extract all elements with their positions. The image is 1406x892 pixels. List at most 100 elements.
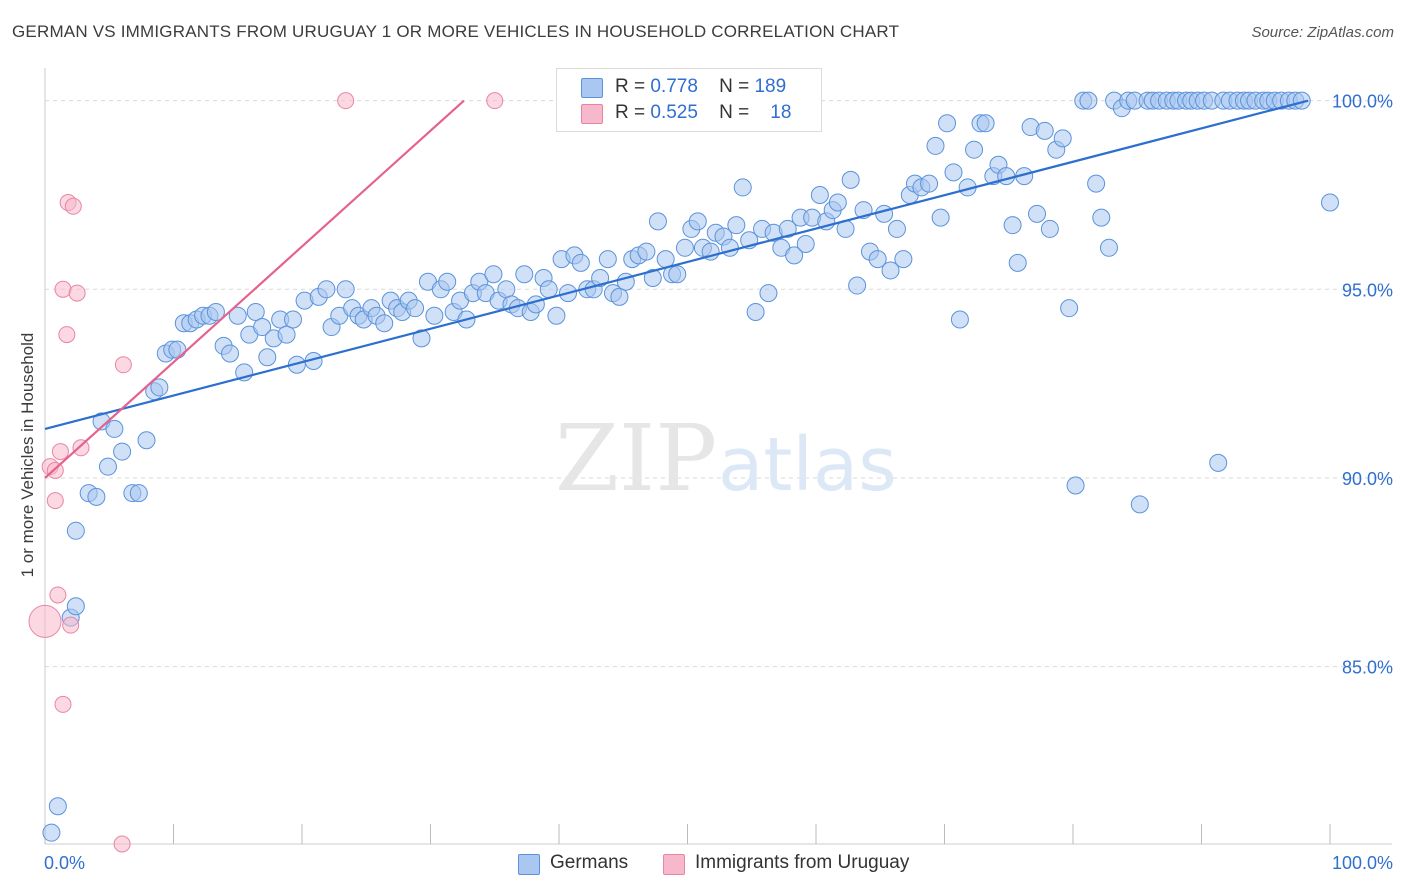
- germans-point: [926, 136, 945, 155]
- legend-n-value-germans: 189: [754, 76, 787, 97]
- germans-trendline: [44, 99, 1309, 430]
- germans-point: [375, 314, 394, 333]
- germans-point: [336, 280, 355, 299]
- germans-point: [828, 193, 847, 212]
- germans-point: [931, 208, 950, 227]
- grid-lines: [45, 100, 1392, 668]
- germans-point: [547, 306, 566, 325]
- germans-point: [317, 280, 336, 299]
- germans-point: [425, 306, 444, 325]
- uruguay-point: [54, 280, 72, 298]
- germans-point: [759, 284, 778, 303]
- germans-point: [881, 261, 900, 280]
- germans-point: [412, 329, 431, 348]
- watermark: ZIP atlas: [555, 405, 897, 512]
- germans-point: [113, 442, 132, 461]
- germans-point: [66, 521, 85, 540]
- uruguay-point: [49, 586, 67, 604]
- uruguay-point: [58, 326, 76, 344]
- germans-point: [920, 174, 939, 193]
- germans-point: [648, 212, 667, 231]
- legend: R = 0.778 N = 189 R = 0.525 N = 18: [556, 68, 822, 132]
- bottom-legend-swatch-germans: [518, 854, 540, 875]
- germans-point: [950, 310, 969, 329]
- uruguay-point: [51, 443, 69, 461]
- germans-point: [944, 163, 963, 182]
- germans-point: [221, 344, 240, 363]
- germans-point: [48, 797, 67, 816]
- tick-labels: 85.0% 90.0% 95.0% 100.0% 0.0% 100.0%: [44, 92, 1393, 873]
- uruguay-point: [113, 835, 131, 853]
- germans-point: [228, 306, 247, 325]
- germans-point: [778, 219, 797, 238]
- y-tick-label: 85.0%: [1342, 658, 1393, 678]
- germans-point: [610, 287, 629, 306]
- uruguay-point: [62, 616, 80, 634]
- germans-point: [1209, 453, 1228, 472]
- y-tick-label: 90.0%: [1342, 469, 1393, 489]
- germans-point: [643, 268, 662, 287]
- germans-point: [675, 238, 694, 257]
- germans-point: [1035, 121, 1054, 140]
- uruguay-point: [72, 439, 90, 457]
- y-tick-label: 100.0%: [1332, 92, 1393, 112]
- germans-point: [539, 280, 558, 299]
- germans-point: [875, 204, 894, 223]
- germans-point: [406, 299, 425, 318]
- germans-point: [976, 114, 995, 133]
- germans-point: [1028, 204, 1047, 223]
- germans-point: [1321, 193, 1339, 212]
- chart-title: GERMAN VS IMMIGRANTS FROM URUGUAY 1 OR M…: [12, 22, 900, 41]
- germans-point: [1130, 495, 1149, 514]
- germans-point: [868, 250, 887, 269]
- germans-point: [206, 302, 225, 321]
- source-credit: Source: ZipAtlas.com: [1251, 24, 1394, 41]
- germans-point: [438, 272, 457, 291]
- uruguay-point: [28, 604, 62, 638]
- germans-point: [733, 178, 752, 197]
- germans-point: [668, 265, 687, 284]
- watermark-atlas: atlas: [718, 422, 897, 508]
- germans-point: [1060, 299, 1079, 318]
- germans-point: [1066, 476, 1085, 495]
- germans-point: [720, 238, 739, 257]
- germans-point: [1008, 253, 1027, 272]
- germans-point: [571, 253, 590, 272]
- axes: [44, 68, 1392, 845]
- germans-point: [1079, 91, 1098, 110]
- germans-point: [42, 823, 61, 842]
- germans-points: [42, 91, 1339, 842]
- germans-point: [796, 235, 815, 254]
- legend-n-label: N =: [719, 102, 750, 123]
- legend-n-label: N =: [719, 76, 750, 97]
- germans-point: [785, 246, 804, 265]
- germans-point: [637, 242, 656, 261]
- watermark-zip: ZIP: [555, 405, 717, 512]
- germans-point: [66, 597, 85, 616]
- uruguay-point: [337, 92, 355, 110]
- uruguay-trendline: [44, 99, 465, 479]
- germans-point: [841, 170, 860, 189]
- legend-r-value-uruguay: 0.525: [650, 102, 698, 123]
- germans-point: [526, 295, 545, 314]
- germans-point: [965, 140, 984, 159]
- legend-r-label: R =: [615, 102, 646, 123]
- germans-point: [98, 457, 117, 476]
- germans-point: [848, 276, 867, 295]
- germans-point: [515, 265, 534, 284]
- germans-point: [129, 484, 148, 503]
- legend-swatch-germans: [581, 78, 603, 98]
- uruguay-point: [486, 92, 504, 110]
- y-tick-label: 95.0%: [1342, 280, 1393, 300]
- germans-point: [688, 212, 707, 231]
- germans-point: [150, 378, 169, 397]
- legend-r-label: R =: [615, 76, 646, 97]
- germans-point: [1292, 91, 1311, 110]
- germans-point: [497, 280, 516, 299]
- germans-point: [87, 487, 106, 506]
- germans-point: [137, 431, 156, 450]
- bottom-legend-label-uruguay: Immigrants from Uruguay: [695, 852, 910, 873]
- bottom-legend-label-germans: Germans: [550, 852, 629, 873]
- trend-lines: [44, 99, 1309, 479]
